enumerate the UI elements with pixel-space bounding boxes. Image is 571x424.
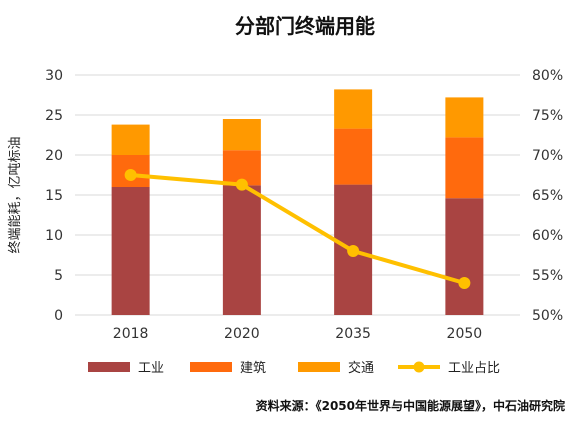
- y-axis-label: 终端能耗，亿吨标油: [7, 136, 23, 253]
- share-line-point: [347, 245, 360, 257]
- legend-swatch: [298, 362, 340, 372]
- bar-segment: [445, 137, 484, 199]
- x-tick-label: 2035: [335, 326, 371, 342]
- bars: [111, 89, 484, 315]
- y2-tick-label: 70%: [532, 148, 563, 164]
- bar-segment: [222, 119, 261, 151]
- y2-tick-label: 65%: [532, 188, 563, 204]
- x-axis-ticks: 2018 2020 2035 2050: [113, 326, 482, 342]
- legend-label: 建筑: [240, 360, 266, 376]
- y2-tick-label: 80%: [532, 68, 563, 84]
- bar-segment: [334, 89, 373, 129]
- y2-tick-label: 50%: [532, 308, 563, 324]
- bar-segment: [222, 185, 261, 315]
- share-line-point: [458, 277, 471, 289]
- legend-swatch: [190, 362, 232, 372]
- y2-tick-label: 60%: [532, 228, 563, 244]
- y2-tick-label: 55%: [532, 268, 563, 284]
- x-tick-label: 2020: [224, 326, 260, 342]
- chart-title: 分部门终端用能: [235, 14, 375, 38]
- legend-swatch: [88, 362, 130, 372]
- y2-tick-label: 75%: [532, 108, 563, 124]
- share-line: [124, 169, 471, 289]
- share-line-point: [235, 178, 248, 191]
- x-tick-label: 2050: [447, 326, 483, 342]
- legend-label: 交通: [348, 360, 374, 376]
- y-tick-label: 15: [45, 188, 63, 204]
- legend-label: 工业占比: [448, 361, 500, 376]
- bar-segment: [111, 187, 150, 315]
- y-tick-label: 20: [45, 148, 63, 164]
- share-line-path: [130, 173, 465, 285]
- y-tick-label: 25: [45, 108, 63, 124]
- bar-segment: [445, 97, 484, 138]
- y-axis-left-ticks: 0 5 10 15 20 25 30: [45, 68, 63, 324]
- legend-marker: [413, 361, 425, 373]
- y-axis-right-ticks: 50% 55% 60% 65% 70% 75% 80%: [532, 68, 563, 324]
- bar-segment: [111, 124, 150, 155]
- y-tick-label: 5: [54, 268, 63, 284]
- y-tick-label: 10: [45, 228, 63, 244]
- y-tick-label: 0: [54, 308, 63, 324]
- share-line-point: [124, 169, 137, 181]
- legend-label: 工业: [138, 361, 164, 376]
- source-note: 资料来源：《2050年世界与中国能源展望》，中石油研究院: [256, 398, 565, 413]
- y-tick-label: 30: [45, 68, 63, 84]
- bar-segment: [445, 198, 484, 315]
- svg-text:终端能耗，亿吨标油: 终端能耗，亿吨标油: [7, 136, 23, 253]
- legend: 工业 建筑 交通 工业占比: [88, 360, 500, 376]
- x-tick-label: 2018: [113, 326, 149, 342]
- bar-segment: [334, 128, 373, 185]
